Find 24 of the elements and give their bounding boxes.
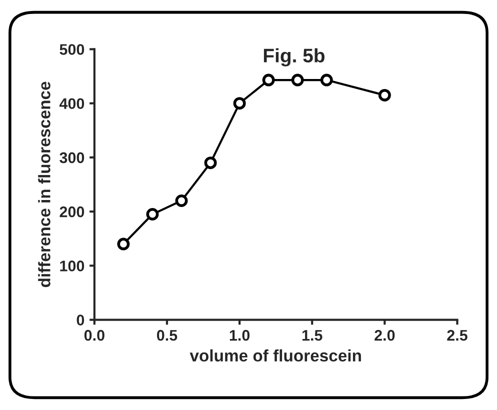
point bbox=[146, 208, 159, 221]
chart-title: Fig. 5b bbox=[264, 48, 325, 66]
y-tick-label: 500 bbox=[60, 44, 84, 55]
x-axis-title: volume of fluorescein bbox=[190, 349, 361, 362]
point bbox=[175, 194, 188, 207]
point bbox=[233, 97, 246, 110]
point bbox=[291, 74, 304, 86]
y-tick-label: 300 bbox=[60, 152, 84, 164]
y-tick-label: 400 bbox=[59, 98, 84, 110]
point bbox=[204, 156, 217, 170]
y-tick-label: 0 bbox=[76, 314, 84, 326]
y-tick-label: 200 bbox=[60, 206, 84, 218]
point bbox=[262, 74, 275, 86]
point bbox=[320, 74, 333, 86]
x-tick-label: 2.0 bbox=[374, 330, 395, 341]
point bbox=[378, 88, 391, 102]
y-axis-title: difference in fluorescence bbox=[38, 82, 50, 288]
x-tick-label: 2.5 bbox=[447, 330, 468, 341]
x-tick-label: 0.0 bbox=[84, 330, 104, 341]
x-tick-label: 0.5 bbox=[156, 330, 178, 341]
y-tick-label: 100 bbox=[60, 260, 84, 272]
x-tick-label: 1.0 bbox=[230, 330, 250, 341]
x-tick-label: 1.5 bbox=[302, 330, 322, 341]
point bbox=[117, 238, 130, 250]
